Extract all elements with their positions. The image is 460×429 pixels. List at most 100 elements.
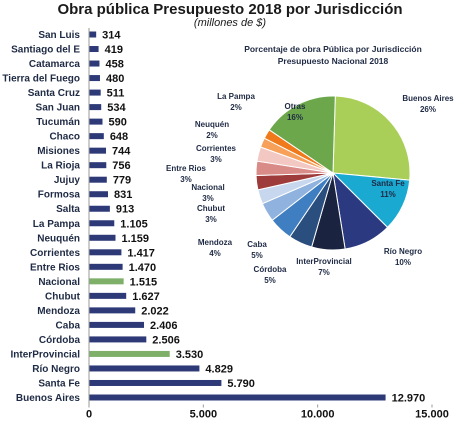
bar xyxy=(89,104,102,111)
category-label: Neuquén xyxy=(37,233,80,244)
bar xyxy=(89,31,97,38)
value-label: 2.406 xyxy=(150,320,178,332)
x-tick-label: 15.000 xyxy=(415,409,449,421)
bar xyxy=(89,191,109,198)
bar xyxy=(89,133,104,140)
slice-percent: 2% xyxy=(206,131,218,140)
category-label: Chubut xyxy=(45,291,81,302)
value-label: 744 xyxy=(112,146,131,158)
value-label: 3.530 xyxy=(176,349,204,361)
slice-label: Nacional xyxy=(191,183,224,192)
category-label: Mendoza xyxy=(37,306,80,317)
bar xyxy=(89,75,100,82)
bar xyxy=(89,263,123,270)
bar xyxy=(89,89,101,96)
value-label: 756 xyxy=(112,160,130,172)
chart-title: Obra pública Presupuesto 2018 por Jurisd… xyxy=(57,1,403,18)
category-label: Nacional xyxy=(38,277,80,288)
slice-label: Otras xyxy=(285,102,306,111)
bar xyxy=(89,278,124,285)
slice-percent: 5% xyxy=(264,276,276,285)
category-label: Corrientes xyxy=(30,248,80,259)
category-label: Caba xyxy=(56,320,81,331)
bar xyxy=(89,118,103,125)
slice-label: Neuquén xyxy=(195,120,229,129)
x-tick-label: 5.000 xyxy=(190,409,218,421)
slice-label: Santa Fe xyxy=(371,179,405,188)
slice-percent: 26% xyxy=(420,105,436,114)
category-label: San Luis xyxy=(38,30,80,41)
slice-percent: 3% xyxy=(210,155,222,164)
bar xyxy=(89,60,100,67)
slice-percent: 2% xyxy=(230,103,242,112)
chart-subtitle: (millones de $) xyxy=(193,17,267,29)
bar xyxy=(89,394,386,401)
value-label: 480 xyxy=(106,73,124,85)
slice-label: Caba xyxy=(247,240,267,249)
category-label: Chaco xyxy=(49,132,80,143)
category-label: Salta xyxy=(56,204,80,215)
value-label: 4.829 xyxy=(205,363,233,375)
category-label: Jujuy xyxy=(54,175,81,186)
slice-percent: 3% xyxy=(202,194,214,203)
bar-chart: San Luis 314 Santiago del E 419 Catamarca 458… xyxy=(2,28,449,421)
slice-label: Chubut xyxy=(197,204,225,213)
slice-percent: 5% xyxy=(251,251,263,260)
bar xyxy=(89,205,110,212)
slice-percent: 3% xyxy=(205,215,217,224)
category-label: Entre Rios xyxy=(30,262,80,273)
bar xyxy=(89,234,116,241)
bar xyxy=(89,350,170,357)
bar xyxy=(89,147,107,154)
slice-label: Río Negro xyxy=(384,247,422,256)
category-label: Santa Fe xyxy=(38,378,80,389)
pie-slice xyxy=(332,95,411,181)
category-label: Misiones xyxy=(37,146,80,157)
x-tick-label: 0 xyxy=(86,409,92,421)
value-label: 913 xyxy=(116,204,134,216)
value-label: 1.417 xyxy=(127,247,155,259)
category-label: Río Negro xyxy=(32,364,80,375)
category-label: Buenos Aires xyxy=(16,393,81,404)
value-label: 1.515 xyxy=(130,276,158,288)
pie-title: Porcentaje de obra Pública por Jurisdicc… xyxy=(244,44,422,54)
slice-percent: 16% xyxy=(287,113,303,122)
category-label: Córdoba xyxy=(39,335,81,346)
value-label: 648 xyxy=(110,131,128,143)
slice-label: InterProvincial xyxy=(296,257,352,266)
category-label: Formosa xyxy=(38,190,81,201)
category-label: Tierra del Fuego xyxy=(2,74,80,85)
bar xyxy=(89,307,136,314)
category-label: InterProvincial xyxy=(11,349,81,360)
slice-percent: 7% xyxy=(318,268,330,277)
value-label: 1.470 xyxy=(129,262,157,274)
value-label: 2.506 xyxy=(152,334,180,346)
pie-chart: Porcentaje de obra Pública por Jurisdicc… xyxy=(166,40,454,290)
bar xyxy=(89,220,115,227)
category-label: Catamarca xyxy=(29,59,81,70)
bar xyxy=(89,162,107,169)
value-label: 12.970 xyxy=(392,393,426,405)
value-label: 534 xyxy=(107,102,126,114)
slice-label: Córdoba xyxy=(254,265,287,274)
category-label: San Juan xyxy=(36,103,80,114)
value-label: 314 xyxy=(102,30,121,42)
value-label: 831 xyxy=(114,189,132,201)
slice-percent: 4% xyxy=(209,249,221,258)
pie-subtitle: Presupuesto Nacional 2018 xyxy=(278,56,389,66)
bar xyxy=(89,365,200,372)
slice-percent: 3% xyxy=(180,175,192,184)
pie-slice xyxy=(268,95,336,174)
slice-label: Corrientes xyxy=(196,144,237,153)
value-label: 779 xyxy=(113,175,131,187)
value-label: 1.159 xyxy=(122,233,150,245)
value-label: 1.627 xyxy=(132,291,160,303)
category-label: Tucumán xyxy=(36,117,80,128)
value-label: 511 xyxy=(107,88,125,100)
bar xyxy=(89,379,222,386)
category-label: Santiago del E xyxy=(11,45,80,56)
slice-percent: 11% xyxy=(380,190,396,199)
value-label: 419 xyxy=(105,44,123,56)
category-label: La Pampa xyxy=(33,219,81,230)
bar xyxy=(89,46,99,53)
